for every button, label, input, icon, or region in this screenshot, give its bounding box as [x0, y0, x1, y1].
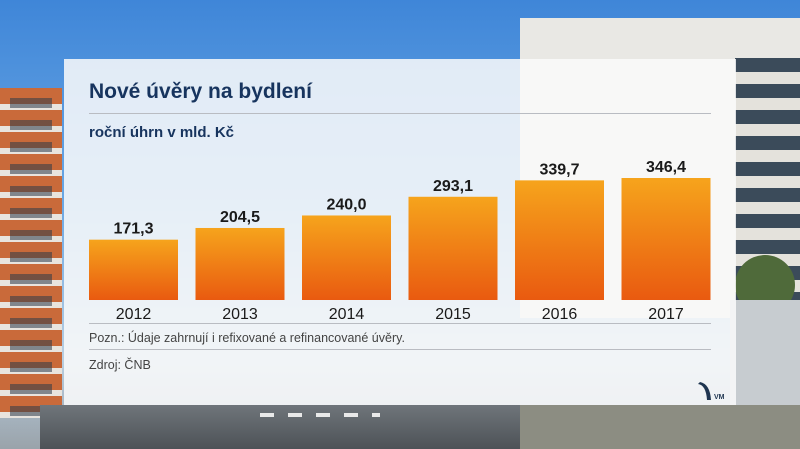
bar-2013 — [195, 227, 285, 300]
x-tick-2012: 2012 — [116, 306, 152, 323]
value-label-2016: 339,7 — [539, 161, 579, 178]
x-tick-2013: 2013 — [222, 306, 258, 323]
chart-subtitle: roční úhrn v mld. Kč — [89, 124, 235, 141]
logo-text: VM — [714, 394, 725, 401]
x-tick-2016: 2016 — [542, 306, 578, 323]
road — [40, 405, 520, 449]
x-tick-2015: 2015 — [435, 306, 471, 323]
x-tick-2014: 2014 — [329, 306, 365, 323]
bar-2012 — [89, 239, 178, 300]
station-logo: VM — [698, 382, 725, 401]
bar-2017 — [621, 178, 711, 300]
ground — [520, 405, 800, 449]
value-label-2017: 346,4 — [646, 159, 686, 176]
value-label-2014: 240,0 — [326, 196, 366, 213]
bar-2015 — [408, 196, 498, 300]
building-left — [0, 88, 62, 418]
title-divider — [89, 113, 711, 114]
value-label-2015: 293,1 — [433, 178, 473, 195]
note-divider — [89, 323, 711, 324]
bar-2016 — [515, 180, 604, 300]
chart-note: Pozn.: Údaje zahrnují i refixované a ref… — [89, 331, 405, 345]
chart-title: Nové úvěry na bydlení — [89, 80, 312, 103]
bar-2014 — [302, 215, 391, 300]
value-label-2013: 204,5 — [220, 209, 260, 226]
source-divider — [89, 349, 711, 350]
chart-source: Zdroj: ČNB — [89, 358, 151, 372]
x-tick-2017: 2017 — [648, 306, 684, 323]
value-label-2012: 171,3 — [113, 221, 153, 238]
